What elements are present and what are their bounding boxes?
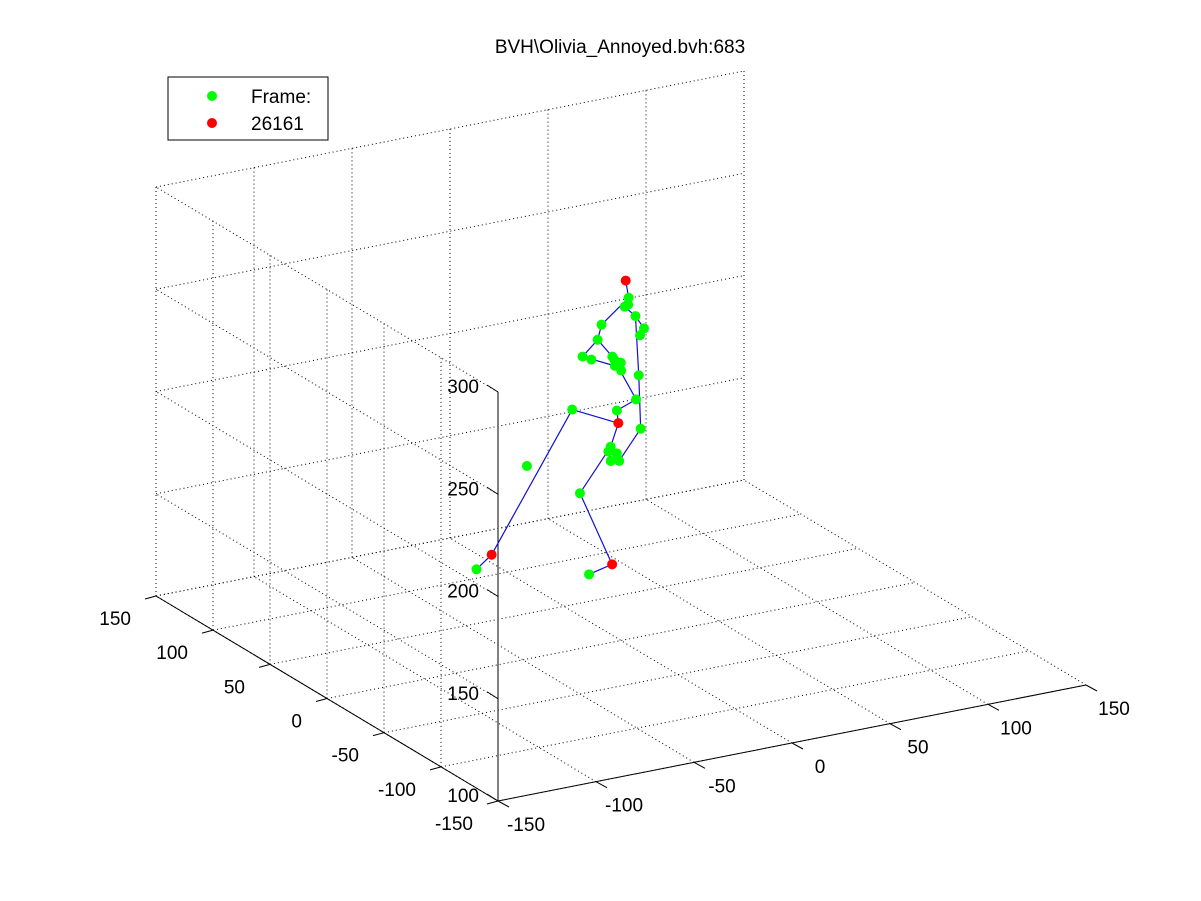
x-tick-mark (987, 703, 1000, 711)
y-tick-mark (372, 732, 385, 737)
skeleton-joint-marker (613, 418, 624, 429)
x-tick-mark (791, 742, 804, 750)
floor-grid-line-x (449, 537, 793, 744)
skeleton-joint (574, 488, 585, 499)
skeleton-joint (577, 351, 588, 362)
skeleton-joint (611, 405, 622, 416)
skeleton-joint (630, 311, 641, 322)
y-tick-label: 0 (291, 712, 302, 733)
x-tick-mark (595, 781, 608, 789)
y-tick-mark (201, 629, 214, 634)
z-tick-label: 100 (447, 786, 479, 807)
y-tick-label: 150 (99, 609, 131, 630)
legend-marker-frame (207, 91, 217, 101)
z-tick-label: 300 (447, 377, 479, 398)
side-wall-grid-line-z (155, 186, 499, 393)
skeleton-joint (635, 330, 646, 341)
legend-marker-26161 (207, 118, 217, 128)
skeleton-joint (633, 370, 644, 381)
z-tick-label: 250 (447, 479, 479, 500)
y-tick-label: -100 (378, 780, 416, 801)
x-tick-label: -150 (507, 815, 545, 836)
skeleton-joint (592, 334, 603, 345)
floor-grid-line-x (351, 556, 695, 763)
skeleton-joint-marker (607, 559, 618, 570)
side-wall-grid-line-z (155, 493, 499, 700)
skeleton-bone (579, 492, 613, 565)
z-tick-mark (486, 589, 499, 597)
skeleton-joint (584, 569, 595, 580)
skeleton-joint-marker (486, 549, 497, 560)
side-wall-grid-line-z (155, 288, 499, 495)
floor-grid-line-x (253, 576, 597, 783)
skeleton-joint (586, 354, 597, 365)
x-tick-label: 100 (1000, 718, 1032, 739)
skeleton-joint (521, 460, 532, 471)
skeleton-joint (611, 448, 622, 459)
legend: Frame: 26161 (167, 76, 329, 141)
skeleton-joint (471, 564, 482, 575)
x-tick-label: -50 (708, 776, 735, 797)
skeleton-joint-marker (620, 275, 631, 286)
chart-title: BVH\Olivia_Annoyed.bvh:683 (495, 37, 745, 58)
skeleton-joint (616, 365, 627, 376)
x-tick-mark (889, 723, 902, 731)
skeleton-joint (635, 423, 646, 434)
x-tick-mark (497, 800, 510, 808)
tick-labels: -150 -100 -50 0 50 100 150 -150 -100 -50 0 50 100 150… (99, 377, 1130, 836)
x-tick-label: 50 (907, 738, 928, 759)
floor-grid-line-x (645, 498, 989, 705)
skeleton-joint (603, 446, 614, 457)
floor-grid-line-x (743, 479, 1087, 686)
skeleton-bone (618, 428, 642, 462)
z-tick-mark (486, 384, 499, 393)
z-tick-mark (486, 691, 499, 700)
skeleton-bone (572, 408, 619, 424)
y-tick-mark (429, 766, 442, 771)
x-tick-label: -100 (605, 796, 643, 817)
x-tick-mark (693, 761, 706, 769)
side-wall-grid-line-z (155, 391, 499, 597)
z-tick-label: 150 (447, 684, 479, 705)
y-tick-mark (144, 595, 157, 600)
x-tick-mark (1085, 684, 1098, 692)
legend-label-frame: Frame: (251, 87, 311, 108)
skeleton-joint (605, 456, 616, 467)
skeleton-joint (614, 455, 625, 466)
z-tick-mark (486, 793, 499, 802)
y-tick-mark (258, 663, 271, 668)
y-tick-label: -150 (435, 814, 473, 835)
skeleton-bone (634, 316, 640, 376)
x-tick-label: 0 (815, 757, 826, 778)
skeleton-joint (567, 404, 578, 415)
skeleton-joint (619, 301, 630, 312)
y-tick-label: 50 (224, 677, 245, 698)
axis-layer (144, 384, 1098, 808)
floor-grid-line-x (547, 518, 891, 725)
y-tick-label: -50 (332, 746, 359, 767)
skeleton-joints (471, 275, 649, 580)
y-tick-mark (486, 800, 499, 805)
z-tick-label: 200 (447, 582, 479, 603)
skeleton-joint (631, 394, 642, 405)
skeleton-bone (491, 409, 573, 556)
z-tick-mark (486, 486, 499, 495)
skeleton-joint (596, 319, 607, 330)
y-tick-label: 100 (156, 643, 188, 664)
legend-label-26161: 26161 (251, 114, 304, 135)
y-tick-mark (315, 698, 328, 702)
legend-box (167, 76, 329, 141)
x-tick-label: 150 (1098, 699, 1130, 720)
